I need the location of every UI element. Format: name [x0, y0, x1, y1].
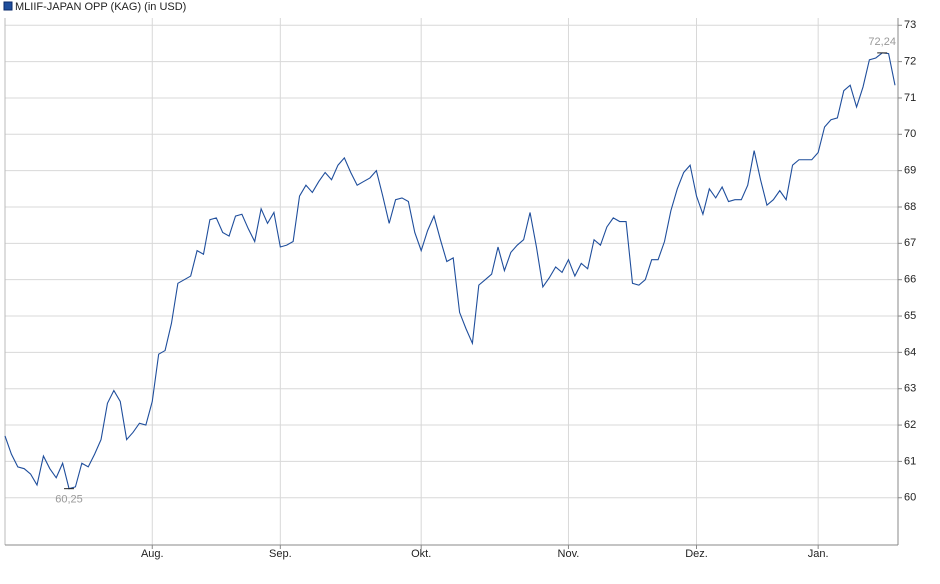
line: [4, 52, 896, 490]
y-tick-label: 61: [904, 455, 916, 467]
y-tick-label: 65: [904, 310, 916, 322]
x-tick-label: Dez.: [685, 548, 708, 560]
annotation-label: 60,25: [55, 494, 83, 506]
y-tick-label: 68: [904, 201, 916, 213]
y-tick-label: 69: [904, 165, 916, 177]
y-tick-label: 62: [904, 419, 916, 431]
y-tick-label: 67: [904, 237, 916, 249]
y-tick-label: 64: [904, 346, 916, 358]
x-tick-label: Nov.: [558, 548, 580, 560]
x-tick-label: Sep.: [269, 548, 292, 560]
y-tick-label: 60: [904, 492, 916, 504]
y-tick-label: 63: [904, 383, 916, 395]
x-tick-label: Aug.: [141, 548, 164, 560]
annotation-label: 72,24: [868, 36, 896, 48]
y-tick-label: 71: [904, 92, 916, 104]
y-tick-label: 66: [904, 274, 916, 286]
y-tick-label: 72: [904, 56, 916, 68]
legend-swatch: [3, 1, 13, 11]
legend-label: MLIIF-JAPAN OPP (KAG) (in USD): [15, 1, 186, 13]
y-tick-label: 70: [904, 128, 916, 140]
y-tick-label: 73: [904, 19, 916, 31]
x-tick-label: Jan.: [808, 548, 829, 560]
x-tick-label: Okt.: [411, 548, 431, 560]
